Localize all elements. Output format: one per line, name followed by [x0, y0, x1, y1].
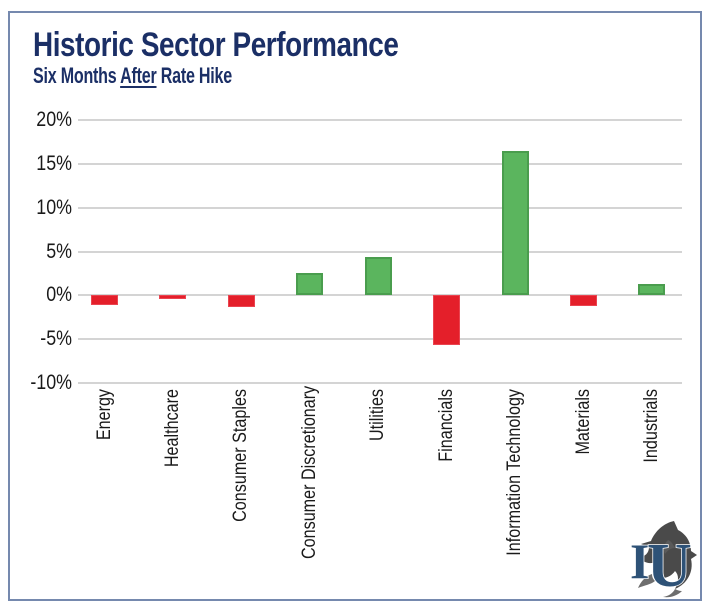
x-axis-label-financials: Financials	[435, 389, 457, 462]
bar-industrials	[638, 283, 666, 296]
bar-consumer-staples	[227, 295, 255, 307]
chart-subtitle: Six Months After Rate Hike	[33, 64, 232, 88]
subtitle-prefix: Six Months	[33, 63, 121, 88]
y-axis-tick-label: -5%	[40, 327, 72, 351]
x-axis-label-information-technology: Information Technology	[504, 389, 526, 556]
y-axis-tick-label: 15%	[36, 151, 72, 175]
gridline--10	[78, 382, 682, 384]
bar-healthcare	[159, 295, 187, 299]
logo-letter-u: U	[647, 532, 692, 598]
bar-energy	[91, 295, 119, 305]
x-axis-label-utilities: Utilities	[367, 389, 389, 442]
subtitle-underlined-word: After	[120, 63, 157, 88]
y-axis-tick-label: 5%	[46, 239, 72, 263]
bar-materials	[570, 295, 598, 306]
y-axis-tick-label: 0%	[46, 283, 72, 307]
y-axis-tick-label: 20%	[36, 108, 72, 131]
logo-letter-i: I	[630, 533, 649, 589]
x-axis-label-materials: Materials	[572, 389, 594, 455]
chart-title: Historic Sector Performance	[33, 26, 399, 64]
x-axis-label-consumer-staples: Consumer Staples	[230, 389, 252, 522]
gridline-15	[78, 162, 682, 165]
x-axis-label-consumer-discretionary: Consumer Discretionary	[298, 385, 320, 559]
gridline-10	[78, 206, 682, 209]
bar-utilities	[364, 256, 392, 296]
gridline-20	[78, 119, 682, 121]
chart-frame	[8, 11, 702, 601]
bar-information-technology	[501, 150, 529, 296]
x-axis-label-healthcare: Healthcare	[161, 389, 183, 468]
y-axis-tick-label: -10%	[30, 371, 72, 394]
bar-consumer-discretionary	[296, 272, 324, 296]
wolf-logo-graphic	[638, 521, 697, 598]
bar-financials	[433, 295, 461, 346]
x-axis-label-energy: Energy	[93, 389, 115, 441]
iu-logo: I U	[629, 521, 697, 598]
gridline-5	[78, 250, 682, 253]
gridline-0	[78, 294, 682, 297]
y-axis-tick-label: 10%	[36, 195, 72, 219]
subtitle-suffix: Rate Hike	[156, 63, 232, 88]
gridline--5	[78, 338, 682, 341]
